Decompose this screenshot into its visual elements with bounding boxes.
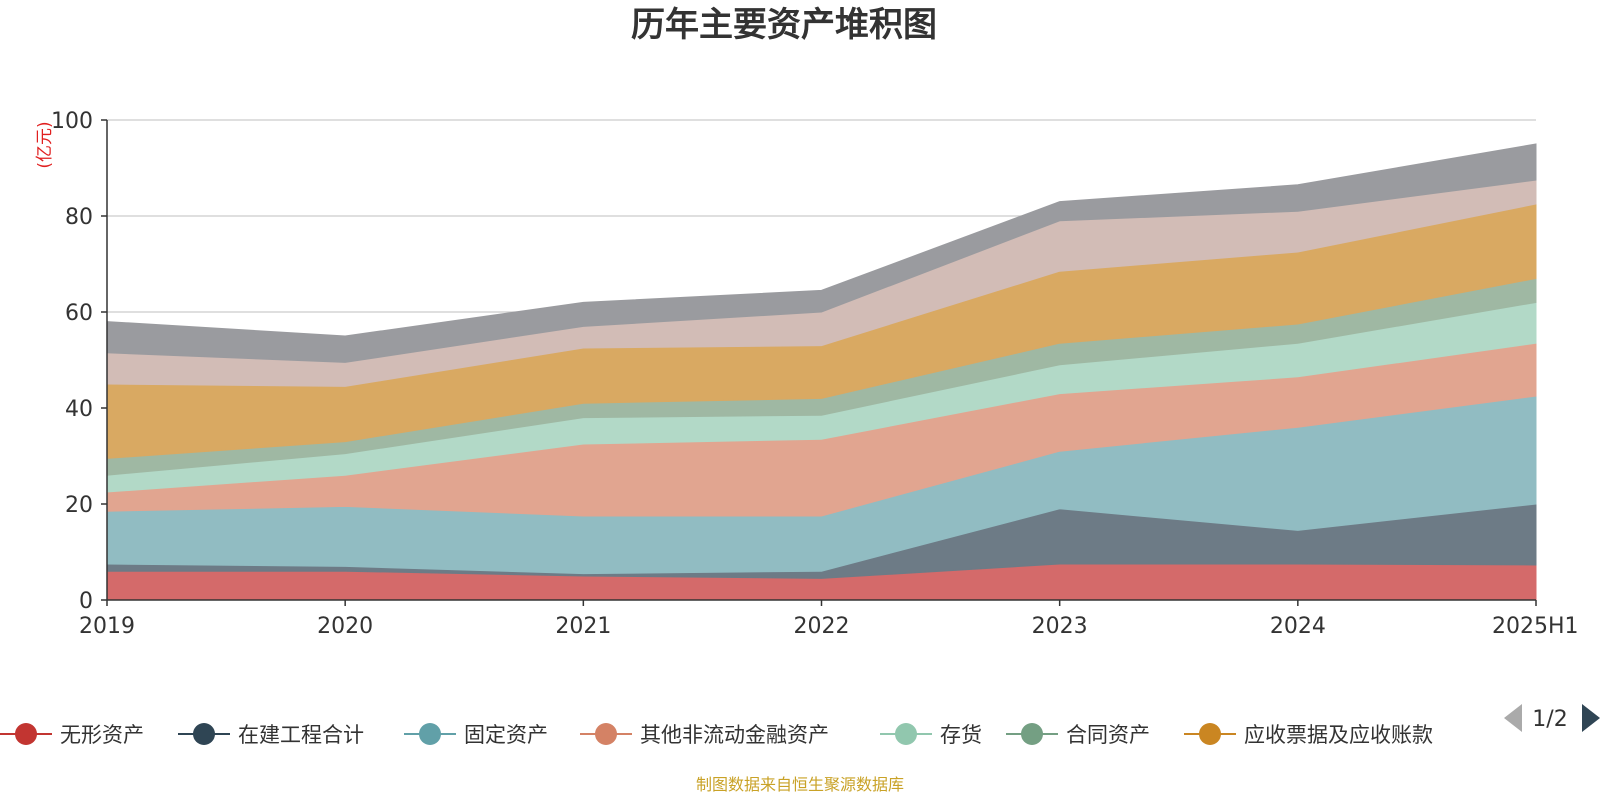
y-tick-label: 100	[51, 109, 93, 134]
y-axis-unit-label: (亿元)	[35, 121, 55, 168]
axes: 0 20 40 60 80 100 2019 2020 2021 2022 2023 2024 2025…	[51, 109, 1579, 639]
y-tick-label: 60	[65, 301, 93, 326]
y-tick-label: 40	[65, 397, 93, 422]
legend-marker-icon	[419, 723, 441, 745]
legend-marker-icon	[895, 723, 917, 745]
x-tick-label: 2020	[317, 614, 373, 639]
x-tick-label: 2025H1	[1492, 614, 1579, 639]
x-tick-label: 2024	[1270, 614, 1326, 639]
legend-item-2[interactable]: 在建工程合计	[178, 723, 364, 747]
area-series-group	[106, 143, 1537, 601]
chart-title: 历年主要资产堆积图	[631, 5, 937, 45]
legend-item-6[interactable]: 合同资产	[1006, 723, 1150, 747]
legend-label: 在建工程合计	[238, 723, 364, 747]
legend-item-3[interactable]: 固定资产	[404, 723, 548, 747]
legend-pager: 1/2	[1504, 704, 1600, 732]
y-tick-label: 20	[65, 493, 93, 518]
x-tick-label: 2022	[794, 614, 850, 639]
legend-marker-icon	[15, 723, 37, 745]
legend-item-1[interactable]: 无形资产	[0, 723, 144, 747]
area-series-9[interactable]	[106, 143, 1537, 363]
y-tick-label: 80	[65, 205, 93, 230]
legend-marker-icon	[1199, 723, 1221, 745]
legend-marker-icon	[595, 723, 617, 745]
legend-label: 无形资产	[60, 723, 144, 747]
legend-label: 固定资产	[464, 723, 548, 747]
legend-item-7[interactable]: 应收票据及应收账款	[1184, 723, 1433, 747]
legend: 无形资产 在建工程合计 固定资产 其他非流动金融资产 存货 合同资产 应收票据及应收账款	[0, 723, 1433, 747]
legend-marker-icon	[193, 723, 215, 745]
legend-label: 存货	[940, 723, 982, 747]
legend-page-indicator: 1/2	[1532, 707, 1567, 732]
legend-next-arrow-icon[interactable]	[1582, 704, 1600, 732]
legend-label: 应收票据及应收账款	[1244, 723, 1433, 747]
legend-item-5[interactable]: 存货	[880, 723, 982, 747]
legend-label: 合同资产	[1066, 723, 1150, 747]
legend-marker-icon	[1021, 723, 1043, 745]
y-tick-label: 0	[79, 589, 93, 614]
legend-item-4[interactable]: 其他非流动金融资产	[580, 723, 829, 747]
x-tick-label: 2019	[79, 614, 135, 639]
x-tick-label: 2023	[1032, 614, 1088, 639]
x-tick-label: 2021	[555, 614, 611, 639]
legend-label: 其他非流动金融资产	[640, 723, 829, 747]
source-note: 制图数据来自恒生聚源数据库	[696, 775, 904, 794]
legend-prev-arrow-icon[interactable]	[1504, 704, 1522, 732]
